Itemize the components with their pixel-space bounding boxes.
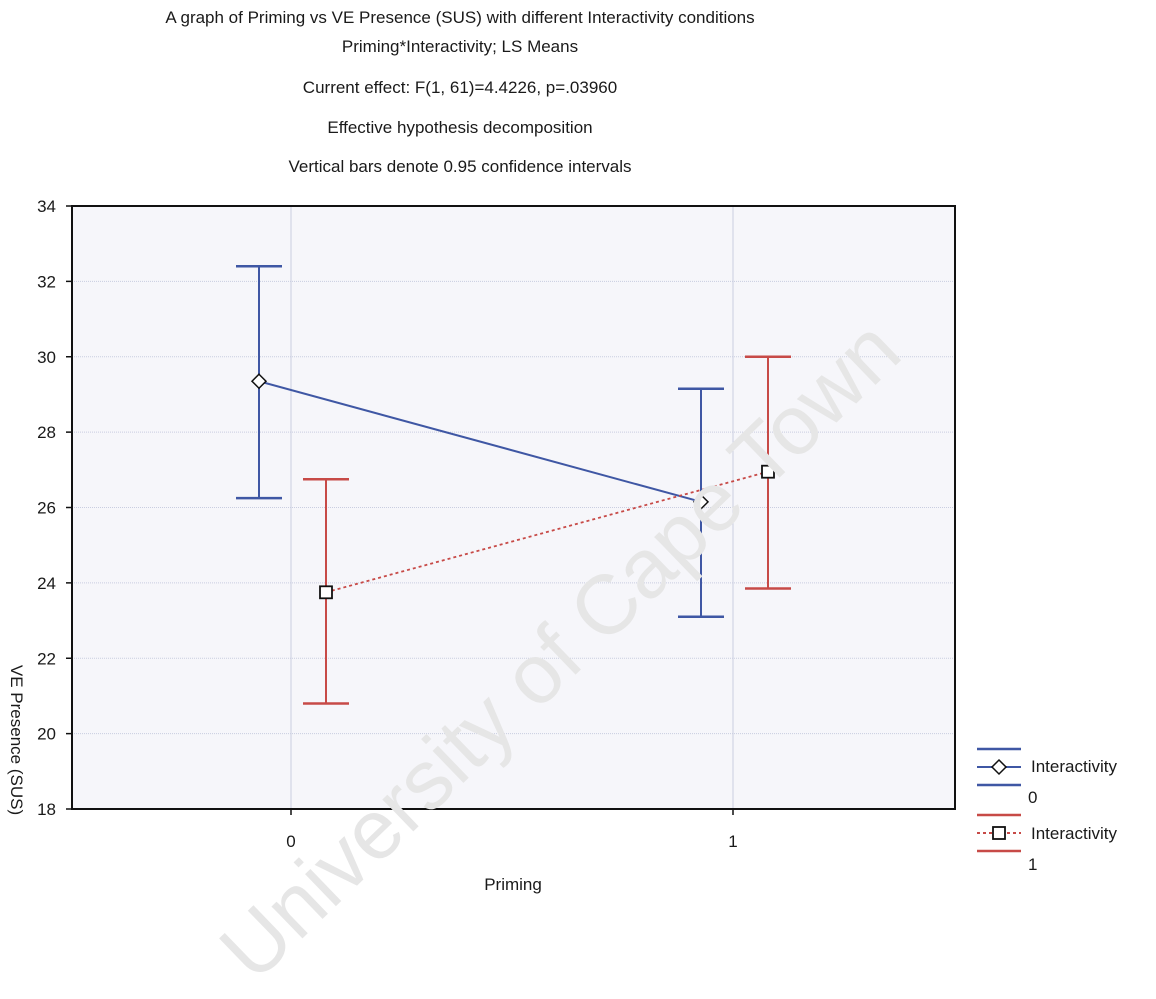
- y-tick-label: 30: [37, 348, 56, 367]
- series-line: [258, 380, 702, 503]
- data-point: [692, 493, 710, 510]
- y-tick-label: 24: [37, 574, 56, 593]
- y-tick-label: 26: [37, 499, 56, 518]
- legend-item-1: [977, 813, 1021, 853]
- chart-title: A graph of Priming vs VE Presence (SUS) …: [165, 8, 755, 27]
- plot-background: [72, 206, 955, 809]
- y-tick-label: 22: [37, 649, 56, 668]
- series-line: [325, 470, 769, 594]
- y-tick-label: 34: [37, 197, 56, 216]
- series-1: [303, 355, 791, 705]
- legend-marker: [992, 826, 1006, 840]
- decomposition-note: Effective hypothesis decomposition: [327, 118, 593, 137]
- legend-marker: [990, 758, 1008, 776]
- series: [236, 265, 791, 705]
- data-point: [761, 464, 775, 479]
- y-tick-label: 32: [37, 272, 56, 291]
- legend: [977, 747, 1021, 853]
- legend-level-series-1: 1: [1028, 855, 1038, 874]
- legend-label-series-0: Interactivity: [1031, 757, 1117, 776]
- y-tick-label: 28: [37, 423, 56, 442]
- axes: 18 20 22 24 26 28 30 32 34 0 1: [37, 197, 956, 851]
- effect-statistic: Current effect: F(1, 61)=4.4226, p=.0396…: [302, 78, 618, 97]
- chart: 18 20 22 24 26 28 30 32 34 0 1: [37, 197, 1021, 853]
- confidence-note: Vertical bars denote 0.95 confidence int…: [288, 157, 632, 176]
- chart-subtitle: Priming*Interactivity; LS Means: [341, 37, 579, 56]
- x-tick-label: 1: [728, 832, 737, 851]
- legend-level-series-0: 0: [1028, 788, 1038, 807]
- y-tick-label: 20: [37, 725, 56, 744]
- y-tick-label: 18: [37, 800, 56, 819]
- data-point: [319, 585, 333, 600]
- legend-item-0: [977, 747, 1021, 787]
- grid-lines: [72, 206, 955, 809]
- y-axis-title: VE Presence (SUS): [7, 664, 26, 816]
- series-0: [236, 265, 724, 619]
- legend-label-series-1: Interactivity: [1031, 824, 1117, 843]
- x-tick-label: 0: [286, 832, 295, 851]
- x-axis-title: Priming: [484, 875, 542, 894]
- data-point: [250, 373, 268, 390]
